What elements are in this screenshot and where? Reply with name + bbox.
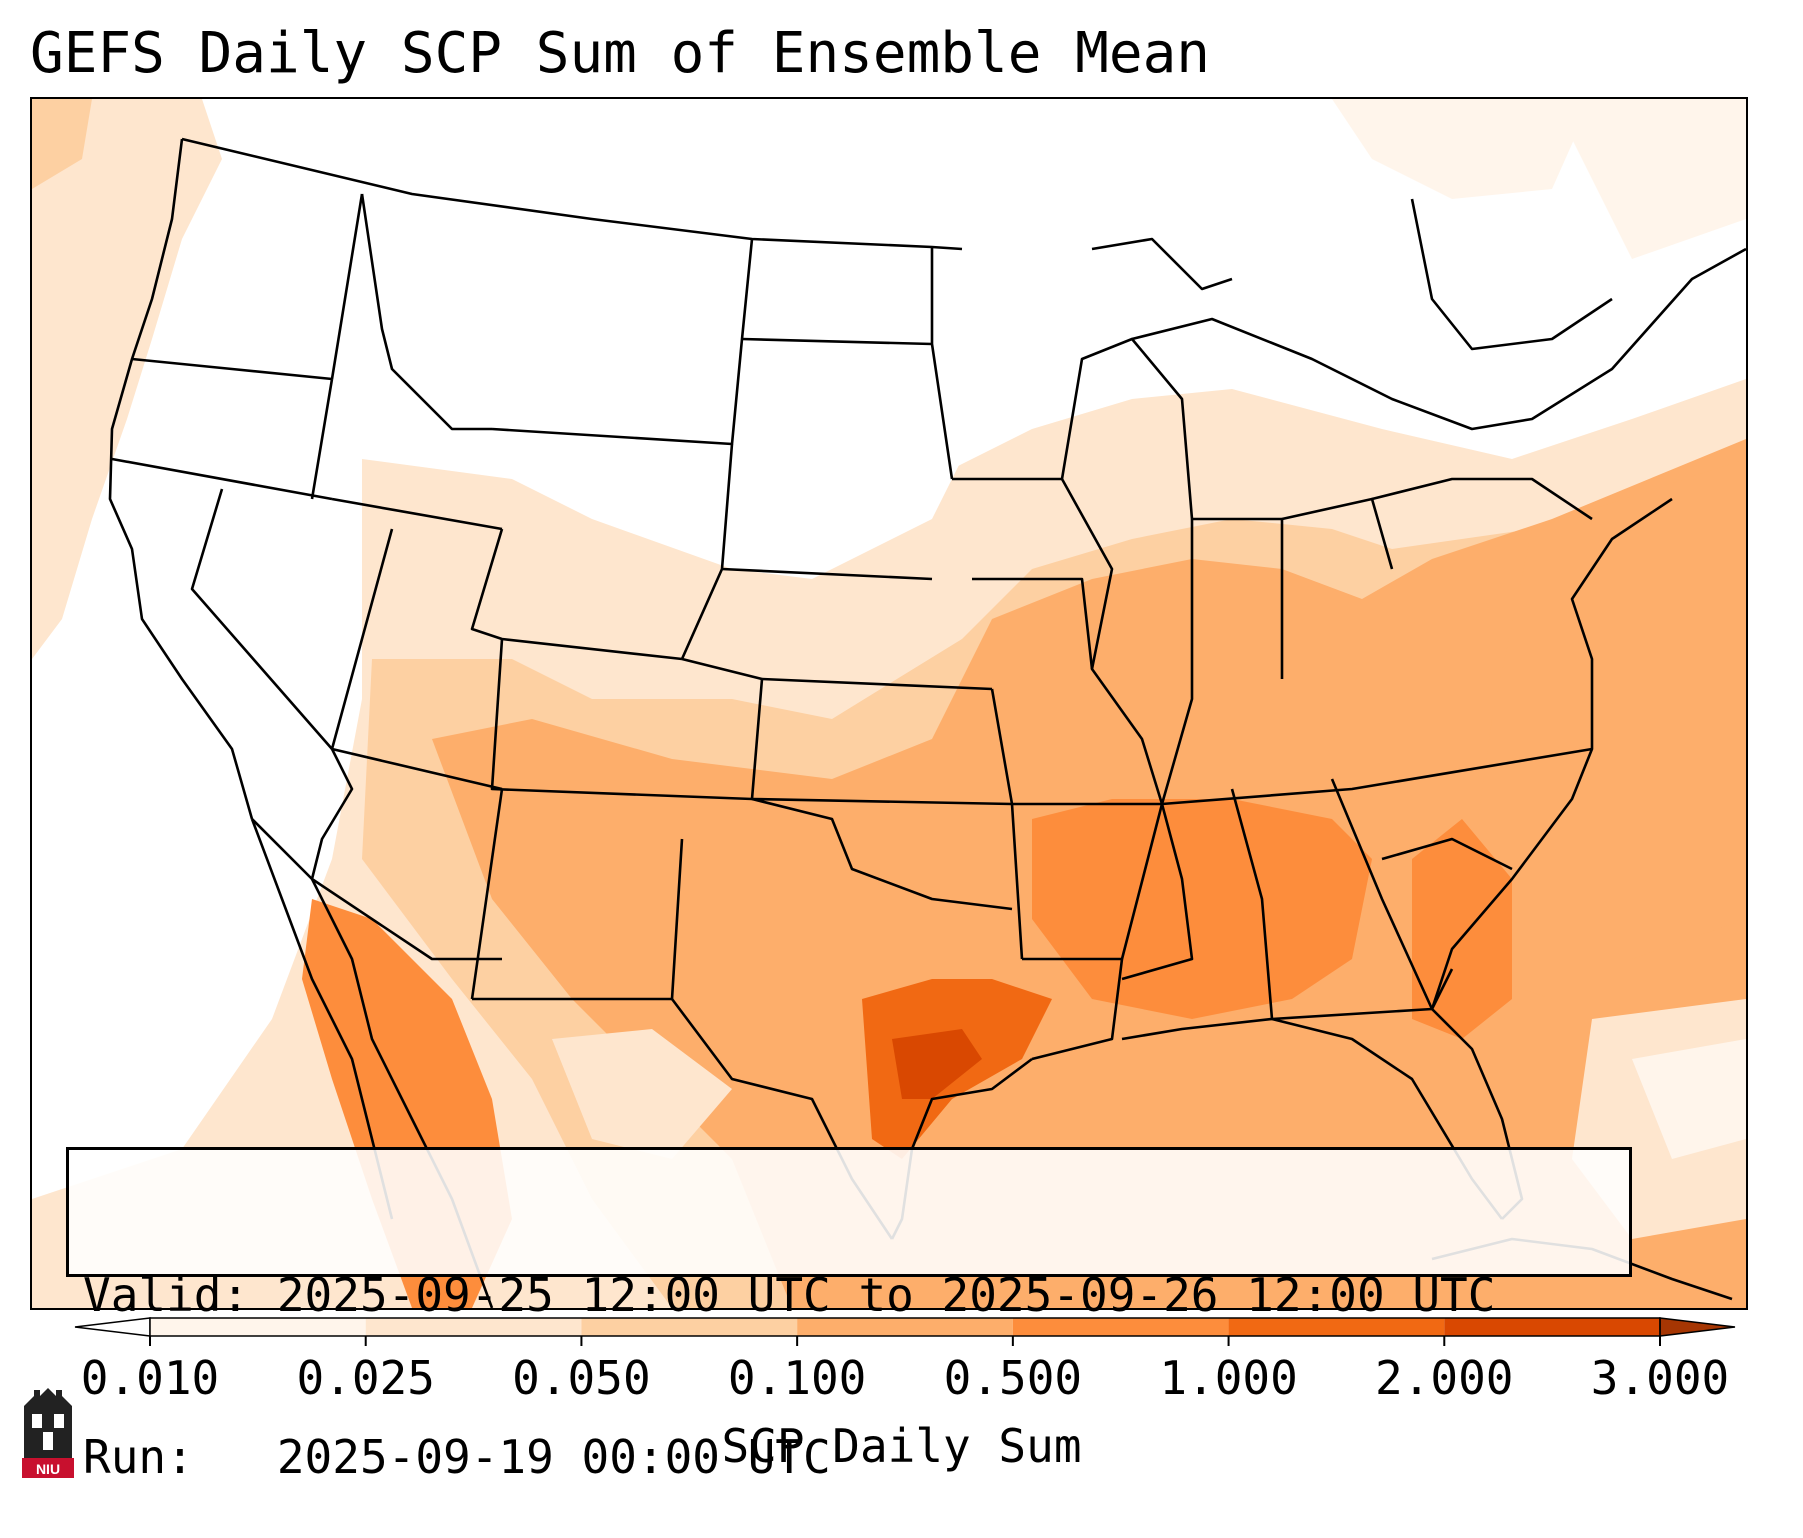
scp-field-shading — [32, 99, 1746, 1308]
colorbar-bin — [1228, 1318, 1445, 1336]
colorbar-graphic: 0.010 0.025 0.050 0.100 0.500 1.000 2.000 3.000 — [74, 1317, 1736, 1405]
colorbar-over-extension — [1659, 1317, 1736, 1337]
colorbar-bin — [581, 1318, 798, 1336]
map-title: GEFS Daily SCP Sum of Ensemble Mean — [30, 21, 1211, 86]
colorbar-tick-label: 3.000 — [1591, 1351, 1729, 1405]
logo-text: NIU — [36, 1461, 60, 1477]
colorbar: 0.010 0.025 0.050 0.100 0.500 1.000 2.000 3.000… — [0, 1310, 1803, 1500]
colorbar-label: SCP Daily Sum — [721, 1419, 1082, 1473]
colorbar-tick-label: 0.025 — [296, 1351, 434, 1405]
colorbar-bin — [150, 1318, 366, 1336]
colorbar-bin — [1012, 1318, 1229, 1336]
scp-map — [32, 99, 1746, 1308]
map-panel — [30, 97, 1748, 1310]
colorbar-bin — [365, 1318, 582, 1336]
colorbar-tick-label: 0.050 — [512, 1351, 650, 1405]
colorbar-bin — [1444, 1318, 1660, 1336]
colorbar-outline — [149, 1317, 1661, 1337]
colorbar-under-extension — [74, 1317, 151, 1337]
run-time-text: Run: 2025-09-19 00:00 UTC — [83, 1430, 831, 1484]
colorbar-tick-label: 1.000 — [1159, 1351, 1297, 1405]
colorbar-bin — [797, 1318, 1013, 1336]
colorbar-tick-label: 0.500 — [944, 1351, 1082, 1405]
valid-time-text: Valid: 2025-09-25 12:00 UTC to 2025-09-2… — [83, 1268, 1496, 1322]
niu-logo: NIU — [22, 1388, 74, 1478]
validity-info-box: Valid: 2025-09-25 12:00 UTC to 2025-09-2… — [66, 1147, 1632, 1484]
colorbar-tick-label: 0.100 — [728, 1351, 866, 1405]
colorbar-tick-label: 2.000 — [1375, 1351, 1513, 1405]
logo-badge — [22, 1458, 74, 1478]
colorbar-tick-label: 0.010 — [81, 1351, 219, 1405]
